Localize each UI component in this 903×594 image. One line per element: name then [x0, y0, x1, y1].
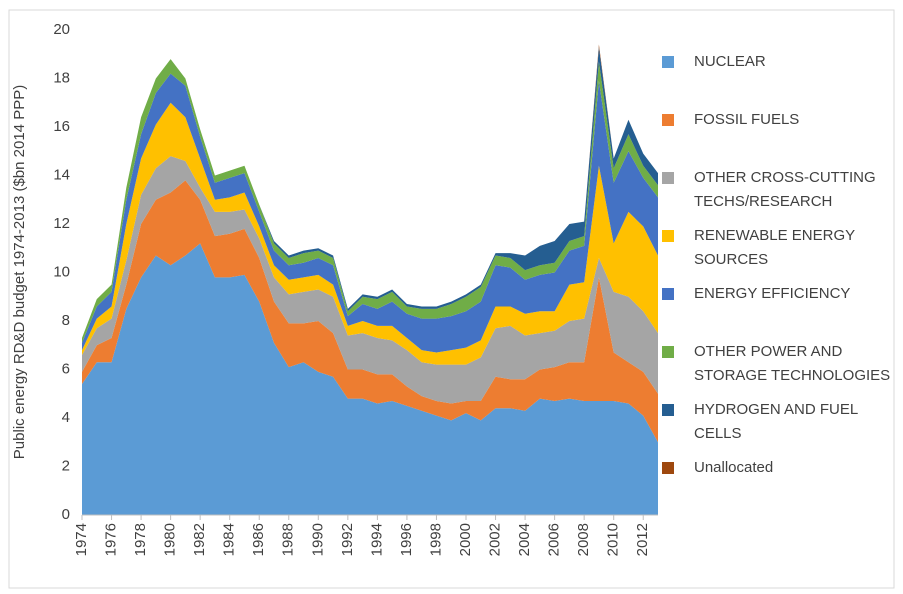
- x-tick-label: 2000: [457, 523, 474, 556]
- x-tick-label: 1988: [280, 523, 297, 556]
- legend-label: OTHER CROSS-CUTTING TECHS/RESEARCH: [694, 169, 876, 210]
- x-tick-label: 1976: [103, 523, 120, 556]
- x-tick-label: 1982: [191, 523, 208, 556]
- legend-label: ENERGY EFFICIENCY: [694, 285, 851, 302]
- x-tick-label: 1974: [73, 523, 90, 556]
- y-tick-label: 10: [53, 263, 70, 280]
- x-tick-label: 1996: [398, 523, 415, 556]
- x-tick-label: 1992: [339, 523, 356, 556]
- legend-label: OTHER POWER AND STORAGE TECHNOLOGIES: [694, 343, 891, 384]
- legend-label: HYDROGEN AND FUEL CELLS: [694, 401, 858, 442]
- y-tick-label: 16: [53, 118, 70, 135]
- legend-swatch: [662, 462, 674, 474]
- legend-label: NUCLEAR: [694, 53, 766, 70]
- y-tick-label: 8: [62, 312, 70, 329]
- x-tick-label: 1994: [368, 523, 385, 556]
- legend-swatch: [662, 404, 674, 416]
- legend-swatch: [662, 346, 674, 358]
- y-tick-label: 4: [62, 409, 70, 426]
- legend-label: Unallocated: [694, 459, 774, 476]
- legend-swatch: [662, 56, 674, 68]
- x-tick-label: 2002: [487, 523, 504, 556]
- legend-swatch: [662, 288, 674, 300]
- x-tick-label: 1998: [427, 523, 444, 556]
- x-tick-label: 2012: [634, 523, 651, 556]
- y-tick-label: 14: [53, 166, 70, 183]
- x-tick-label: 1978: [132, 523, 149, 556]
- y-tick-label: 6: [62, 360, 70, 377]
- y-tick-label: 18: [53, 69, 70, 86]
- x-tick-label: 1980: [162, 523, 179, 556]
- chart-border: [8, 9, 895, 589]
- y-tick-label: 12: [53, 215, 70, 232]
- legend-swatch: [662, 230, 674, 242]
- x-tick-label: 1990: [309, 523, 326, 556]
- area: [82, 73, 658, 353]
- x-tick-label: 2008: [575, 523, 592, 556]
- y-tick-label: 0: [62, 506, 70, 523]
- legend-label: RENEWABLE ENERGY SOURCES: [694, 227, 855, 268]
- area: [82, 156, 658, 404]
- y-axis-label: Public energy RD&D budget 1974-2013 ($bn…: [11, 85, 28, 459]
- x-tick-label: 2010: [605, 523, 622, 556]
- area: [82, 243, 658, 515]
- x-tick-label: 1986: [250, 523, 267, 556]
- legend-swatch: [662, 114, 674, 126]
- y-tick-label: 2: [62, 457, 70, 474]
- x-tick-label: 2004: [516, 523, 533, 556]
- x-tick-label: 2006: [546, 523, 563, 556]
- legend-label: FOSSIL FUELS: [694, 111, 800, 128]
- area: [82, 59, 658, 343]
- area: [82, 180, 658, 443]
- x-tick-label: 1984: [221, 523, 238, 556]
- legend-swatch: [662, 172, 674, 184]
- y-tick-label: 20: [53, 21, 70, 38]
